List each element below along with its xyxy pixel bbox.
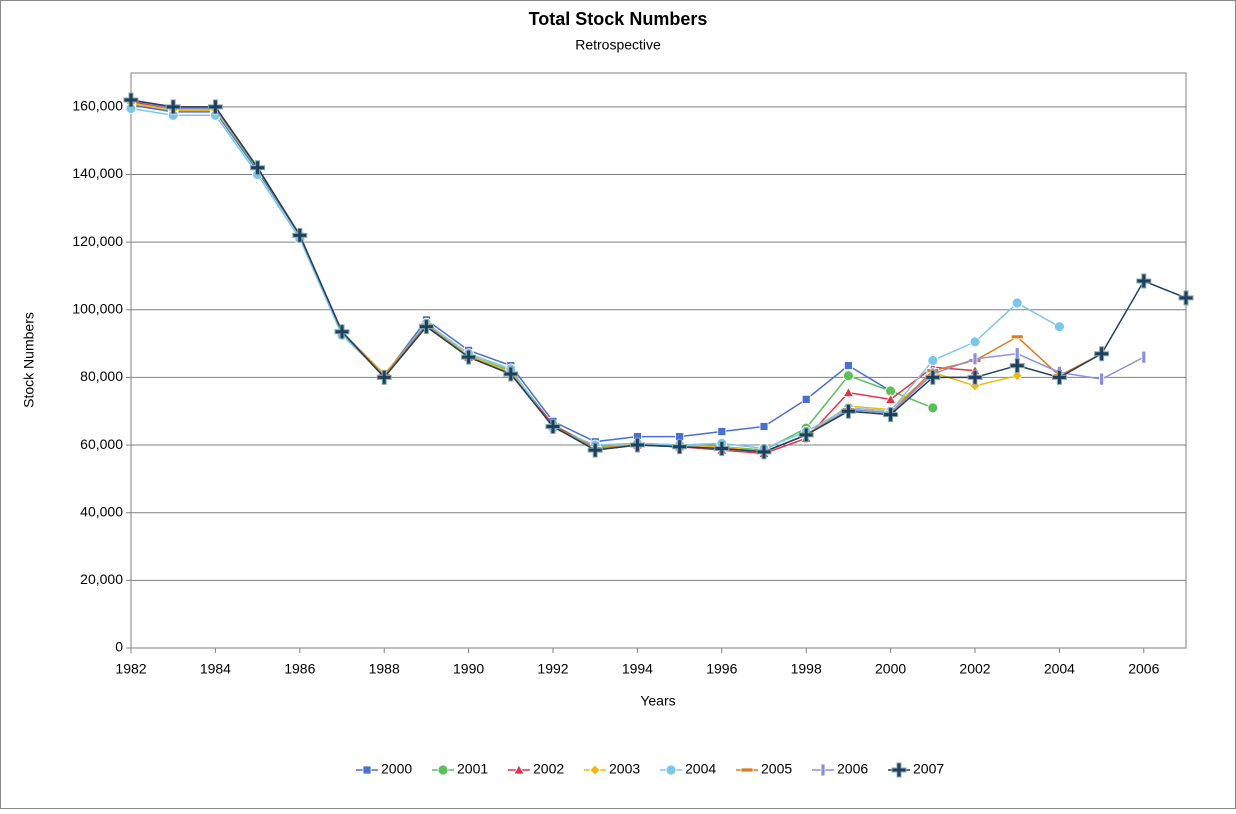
marker xyxy=(884,393,897,404)
marker xyxy=(250,160,266,176)
x-tick-label: 1984 xyxy=(200,661,231,677)
legend-label: 2004 xyxy=(685,761,716,777)
marker xyxy=(123,92,139,108)
marker xyxy=(675,432,684,442)
y-tick-label: 60,000 xyxy=(80,436,123,452)
legend-label: 2005 xyxy=(761,761,792,777)
marker xyxy=(292,227,308,243)
marker xyxy=(587,442,603,458)
legend-label: 2000 xyxy=(381,761,412,777)
legend-label: 2001 xyxy=(457,761,488,777)
marker xyxy=(207,99,223,115)
y-tick-label: 120,000 xyxy=(72,233,123,249)
legend-label: 2007 xyxy=(913,761,944,777)
legend-marker xyxy=(740,767,754,773)
marker xyxy=(376,369,392,385)
x-tick-label: 2006 xyxy=(1128,661,1159,677)
legend-label: 2006 xyxy=(837,761,868,777)
y-tick-label: 160,000 xyxy=(72,98,123,114)
x-tick-label: 1996 xyxy=(706,661,737,677)
x-tick-label: 2002 xyxy=(959,661,990,677)
marker xyxy=(1099,372,1104,386)
marker xyxy=(967,369,983,385)
marker xyxy=(925,369,941,385)
x-tick-label: 1982 xyxy=(115,661,146,677)
marker xyxy=(714,440,730,456)
marker xyxy=(334,324,350,340)
marker xyxy=(717,427,727,436)
marker xyxy=(883,407,899,423)
marker xyxy=(545,418,561,434)
marker xyxy=(165,99,181,115)
marker xyxy=(927,355,939,366)
marker xyxy=(842,386,855,398)
legend-marker xyxy=(891,762,907,778)
y-axis-label: Stock Numbers xyxy=(21,312,37,408)
marker xyxy=(801,394,811,404)
marker xyxy=(503,366,519,382)
legend-marker xyxy=(820,763,826,777)
marker xyxy=(756,444,772,460)
x-tick-label: 1992 xyxy=(537,661,568,677)
marker xyxy=(1178,290,1194,306)
marker xyxy=(1009,358,1025,374)
marker xyxy=(759,422,769,431)
y-tick-label: 40,000 xyxy=(80,503,123,519)
marker xyxy=(927,402,939,414)
marker xyxy=(1011,297,1023,309)
legend-marker xyxy=(362,765,372,775)
x-axis-label: Years xyxy=(640,693,675,709)
marker xyxy=(844,361,853,370)
legend-marker xyxy=(589,764,601,776)
plot-border xyxy=(130,72,1187,649)
legend-marker xyxy=(513,764,525,775)
x-tick-label: 1986 xyxy=(284,661,315,677)
x-tick-label: 2004 xyxy=(1044,661,1075,677)
marker xyxy=(969,336,981,348)
y-tick-label: 140,000 xyxy=(72,165,123,181)
chart-title: Total Stock Numbers xyxy=(529,9,708,29)
marker xyxy=(1054,321,1065,333)
legend-label: 2003 xyxy=(609,761,640,777)
x-tick-label: 1998 xyxy=(791,661,822,677)
marker xyxy=(1010,334,1024,340)
marker xyxy=(843,370,854,382)
marker xyxy=(1051,369,1067,385)
y-tick-label: 80,000 xyxy=(80,368,123,384)
marker xyxy=(1094,346,1110,362)
marker xyxy=(629,437,645,453)
x-tick-label: 1988 xyxy=(369,661,400,677)
marker xyxy=(1141,350,1147,364)
marker xyxy=(798,427,814,443)
marker xyxy=(1011,370,1023,382)
y-tick-label: 100,000 xyxy=(72,300,123,316)
y-tick-label: 20,000 xyxy=(80,571,123,587)
marker xyxy=(1136,273,1152,289)
x-tick-label: 1994 xyxy=(622,661,653,677)
legend-marker xyxy=(437,764,449,776)
legend-label: 2002 xyxy=(533,761,564,777)
legend-marker xyxy=(665,764,677,776)
marker xyxy=(1014,347,1020,361)
chart-subtitle: Retrospective xyxy=(575,37,661,53)
marker xyxy=(840,403,856,419)
y-tick-label: 0 xyxy=(115,639,123,655)
marker xyxy=(972,352,978,366)
x-tick-label: 2000 xyxy=(875,661,906,677)
x-tick-label: 1990 xyxy=(453,661,484,677)
marker xyxy=(418,319,434,335)
marker xyxy=(461,349,477,365)
marker xyxy=(672,439,688,455)
